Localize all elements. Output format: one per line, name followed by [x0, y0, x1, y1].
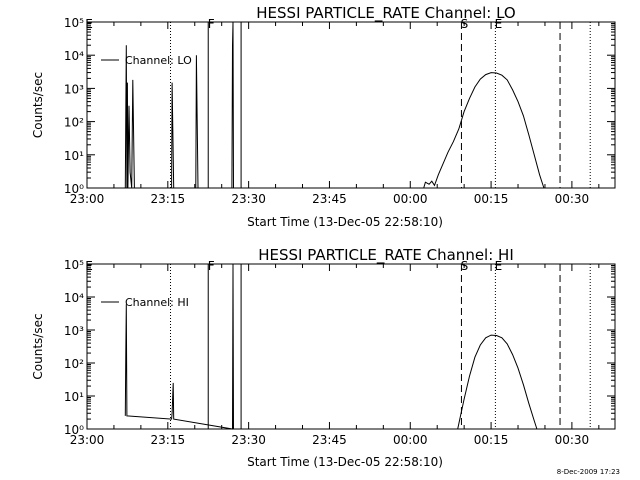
y-tick-label: 10⁵: [64, 16, 84, 30]
y-tick-label: 10³: [64, 324, 84, 338]
x-tick-label: 23:00: [70, 433, 105, 447]
y-tick-label: 10¹: [64, 149, 84, 163]
x-tick-label: 23:45: [312, 192, 347, 206]
event-marker-label: E: [85, 17, 93, 31]
x-tick-label: 23:15: [151, 433, 186, 447]
y-tick-label: 10¹: [64, 390, 84, 404]
x-axis-label: Start Time (13-Dec-05 22:58:10): [247, 455, 443, 469]
y-tick-label: 10²: [64, 357, 84, 371]
x-tick-label: 00:15: [474, 433, 509, 447]
plot-frame: [86, 21, 616, 189]
legend-label: Channel: HI: [125, 296, 189, 309]
x-tick-label: 23:00: [70, 192, 105, 206]
event-marker-label: S: [461, 17, 469, 31]
y-axis-label: Counts/sec: [31, 72, 45, 138]
event-marker-label: E: [85, 259, 93, 273]
x-tick-label: 23:15: [151, 192, 186, 206]
legend-label: Channel: LO: [125, 54, 192, 67]
x-tick-label: 00:00: [393, 433, 428, 447]
x-tick-label: 23:30: [231, 192, 266, 206]
y-tick-label: 10⁴: [64, 291, 84, 305]
event-marker-label: F: [208, 259, 215, 273]
panel-hi: 23:00 23:15 23:30 23:45 00:00 00:15 00:30 10⁰ 10…: [31, 246, 616, 469]
event-marker-label: E: [495, 259, 503, 273]
chart-title: HESSI PARTICLE_RATE Channel: HI: [258, 246, 514, 265]
chart-title: HESSI PARTICLE_RATE Channel: LO: [256, 4, 515, 23]
y-tick-label: 10⁴: [64, 49, 84, 63]
x-tick-label: 00:30: [555, 433, 590, 447]
event-marker-label: S: [461, 259, 469, 273]
x-tick-label: 00:00: [393, 192, 428, 206]
y-tick-label: 10⁵: [64, 258, 84, 272]
x-tick-label: 00:15: [474, 192, 509, 206]
panel-lo: 23:00 23:15 23:30 23:45 00:00 00:15 00:30 10⁰ 10…: [31, 4, 616, 229]
x-tick-label: 23:45: [312, 433, 347, 447]
y-tick-label: 10⁰: [64, 182, 84, 196]
x-axis-label: Start Time (13-Dec-05 22:58:10): [247, 215, 443, 229]
y-tick-label: 10⁰: [64, 423, 84, 437]
series-line: [124, 263, 234, 430]
x-tick-label: 00:30: [555, 192, 590, 206]
series-line: [423, 72, 545, 189]
event-marker-label: E: [495, 17, 503, 31]
y-tick-label: 10²: [64, 116, 84, 130]
y-axis-label: Counts/sec: [31, 313, 45, 379]
plot-frame: [86, 263, 616, 430]
footer-stamp: 8-Dec-2009 17:23: [557, 468, 620, 476]
series-line: [457, 334, 538, 430]
x-tick-label: 23:30: [231, 433, 266, 447]
event-marker-label: F: [208, 17, 215, 31]
series-line: [124, 21, 234, 189]
y-tick-label: 10³: [64, 82, 84, 96]
